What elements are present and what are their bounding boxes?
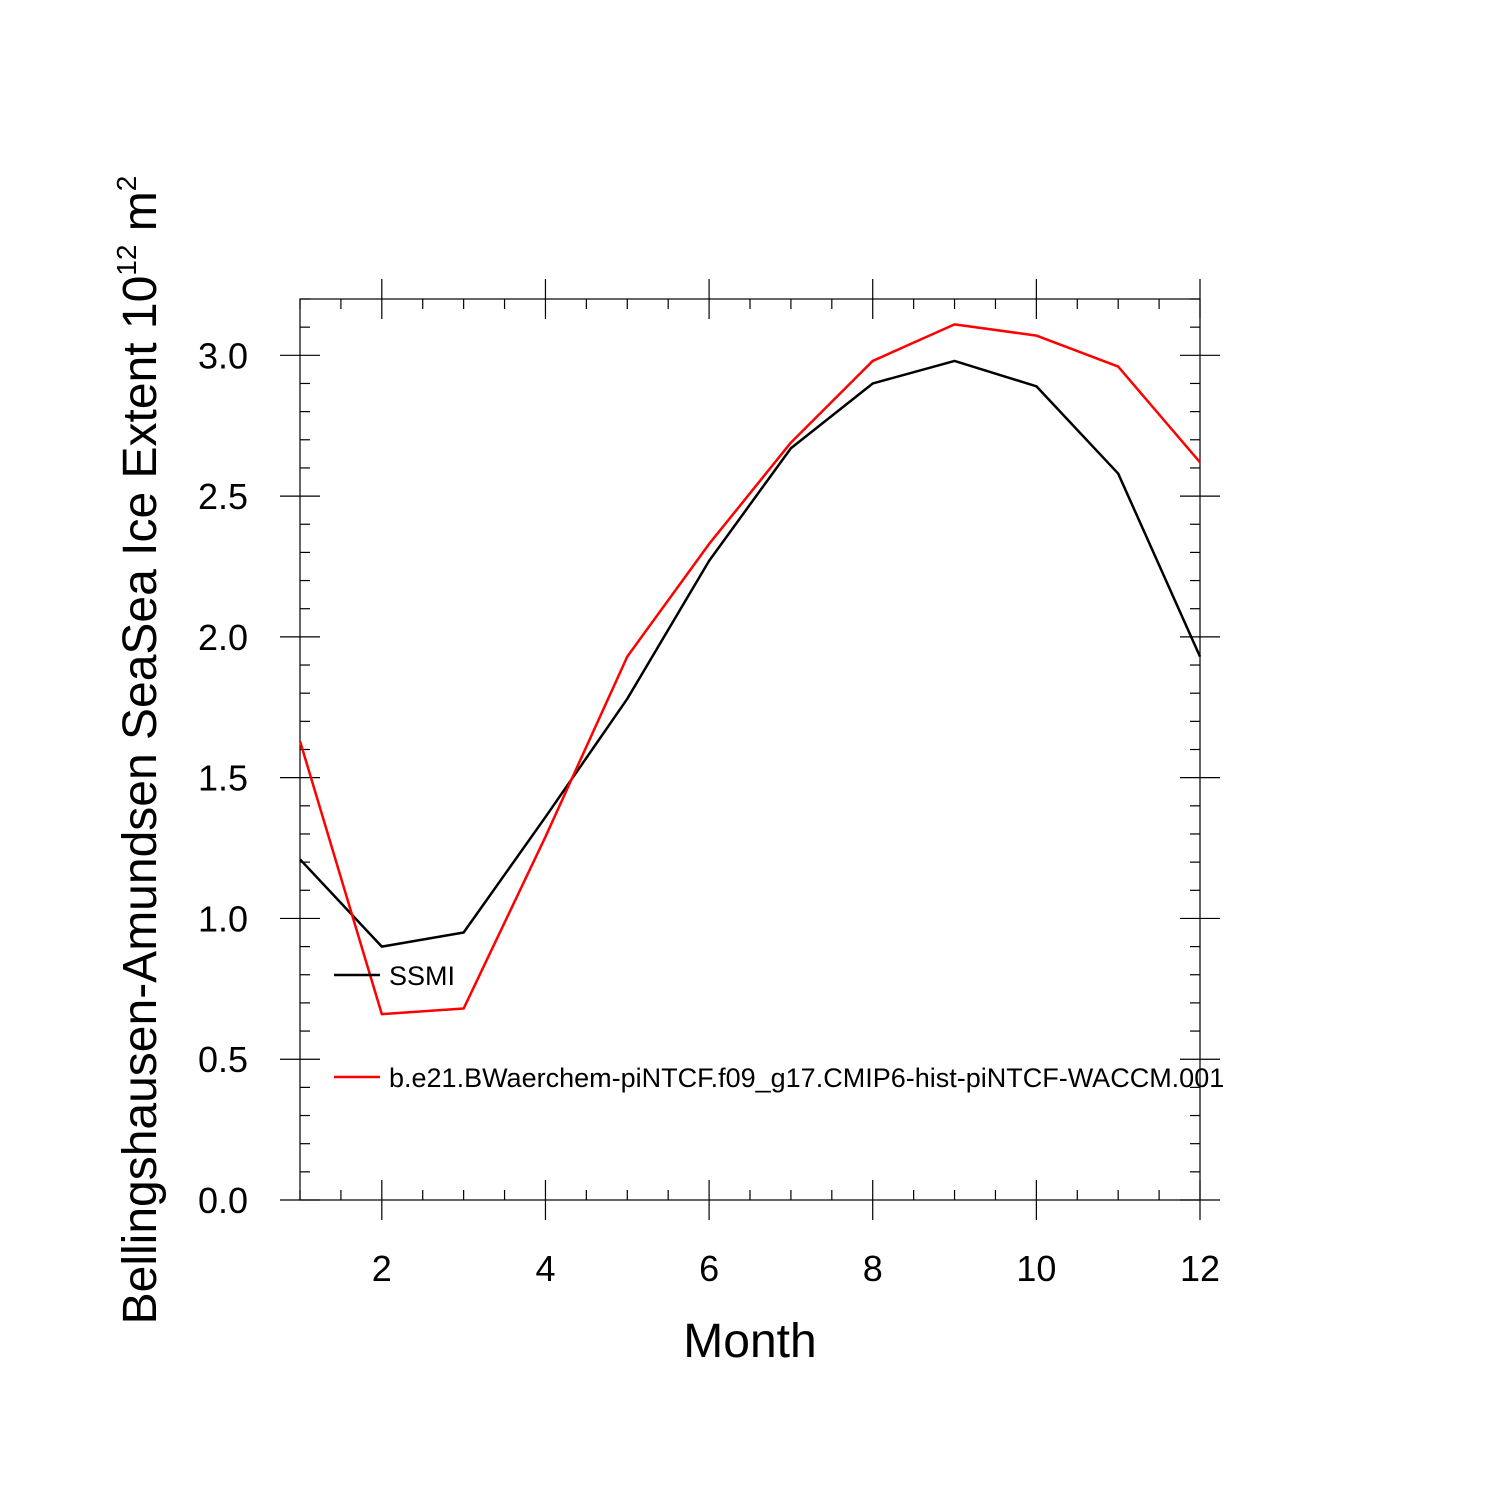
y-tick-label: 2.5: [198, 476, 248, 517]
y-axis-title: Bellingshausen-Amundsen SeaSea Ice Exten…: [111, 176, 167, 1325]
axis-ticks: [280, 279, 1220, 1220]
y-tick-label: 2.0: [198, 617, 248, 658]
x-tick-label: 4: [535, 1248, 555, 1289]
legend-label: SSMI: [389, 961, 455, 991]
y-tick-label: 0.5: [198, 1039, 248, 1080]
y-axis-title-exponent: 12: [111, 245, 142, 276]
x-tick-labels: 2 4 6 8 10 12: [372, 1248, 1220, 1289]
y-tick-label: 0.0: [198, 1180, 248, 1221]
y-axis-title-main: Bellingshausen-Amundsen SeaSea Ice Exten…: [114, 276, 167, 1325]
x-tick-label: 6: [699, 1248, 719, 1289]
legend: SSMI b.e21.BWaerchem-piNTCF.f09_g17.CMIP6…: [334, 961, 1224, 1093]
x-tick-label: 10: [1016, 1248, 1056, 1289]
y-tick-label: 1.5: [198, 758, 248, 799]
x-axis-title: Month: [683, 1315, 816, 1368]
x-tick-label: 12: [1180, 1248, 1220, 1289]
legend-label: b.e21.BWaerchem-piNTCF.f09_g17.CMIP6-his…: [389, 1063, 1224, 1093]
y-axis-title-unit-exponent: 2: [111, 176, 142, 192]
series-line-1: [299, 359, 1202, 948]
series-lines: [298, 323, 1202, 1016]
series-line-2: [298, 323, 1201, 1016]
y-tick-label: 3.0: [198, 335, 248, 376]
y-axis-title-unit: m: [114, 191, 167, 244]
y-tick-label: 1.0: [198, 898, 248, 939]
y-tick-labels: 0.0 0.5 1.0 1.5 2.0 2.5 3.0: [198, 335, 248, 1221]
x-tick-label: 8: [863, 1248, 883, 1289]
x-tick-label: 2: [372, 1248, 392, 1289]
